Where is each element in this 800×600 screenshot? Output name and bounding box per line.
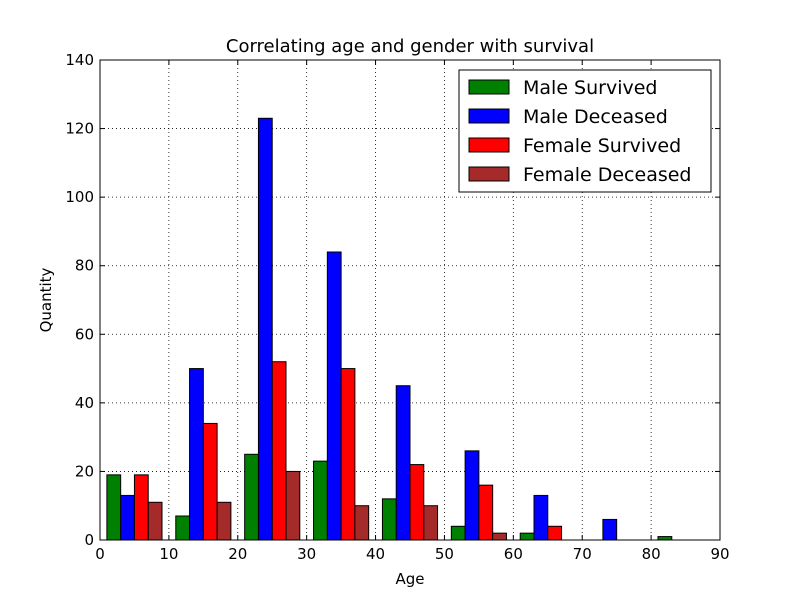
legend-label: Male Deceased (523, 106, 668, 128)
bar-male-survived (450, 525, 466, 541)
x-axis-label: Age (395, 570, 424, 588)
y-tick-label: 40 (75, 394, 94, 412)
y-tick-label: 0 (84, 531, 94, 549)
y-axis-label: Quantity (37, 267, 55, 332)
bar-male-deceased (395, 385, 411, 541)
bar-male-deceased (257, 117, 273, 541)
x-tick-label: 90 (710, 545, 729, 563)
x-tick-label: 10 (159, 545, 178, 563)
legend-swatch (468, 166, 510, 182)
y-tick-label: 60 (75, 325, 94, 343)
x-tick-label: 20 (228, 545, 247, 563)
bars (106, 117, 673, 541)
bar-male-deceased (326, 251, 342, 541)
x-tick-label: 0 (95, 545, 105, 563)
bar-female-survived (271, 361, 287, 541)
bar-male-survived (657, 536, 673, 541)
legend-label: Male Survived (523, 77, 657, 99)
legend-label: Female Deceased (523, 164, 692, 186)
bar-male-deceased (464, 450, 480, 541)
bar-male-survived (244, 453, 259, 541)
bar-female-survived (409, 464, 425, 541)
bar-female-deceased (354, 505, 370, 541)
bar-male-survived (106, 474, 122, 541)
legend-swatch (468, 108, 510, 124)
legend: Male Survived Male Deceased Female Survive… (458, 69, 712, 193)
bar-female-survived (133, 474, 149, 541)
chart-title: Correlating age and gender with survival (226, 36, 594, 57)
plot-frame (99, 59, 721, 541)
x-tick-label: 80 (642, 545, 661, 563)
bar-female-deceased (423, 505, 439, 541)
bar-male-deceased (602, 518, 618, 541)
bar-female-survived (478, 484, 494, 541)
bar-female-deceased (216, 501, 232, 541)
legend-label: Female Survived (523, 135, 681, 157)
y-tick-label: 80 (75, 257, 94, 275)
bar-female-deceased (492, 532, 507, 541)
x-tick-label: 70 (573, 545, 592, 563)
bar-male-survived (175, 515, 191, 541)
bar-female-deceased (147, 501, 163, 541)
y-tick-label: 100 (65, 188, 94, 206)
legend-swatch (468, 79, 510, 95)
bar-female-survived (340, 368, 356, 541)
bar-male-deceased (189, 368, 204, 541)
x-tick-label: 30 (297, 545, 316, 563)
x-tick-label: 40 (366, 545, 385, 563)
y-tick-label: 140 (65, 51, 94, 69)
bar-female-deceased (285, 470, 301, 541)
bar-male-survived (313, 460, 328, 541)
y-tick-label: 20 (75, 462, 94, 480)
bar-male-survived (519, 532, 535, 541)
bar-male-deceased (120, 494, 135, 541)
axis-ticks: 0 10 20 30 40 50 60 70 80 90 0 20 40 60 80 100 120 140 (65, 51, 729, 563)
bar-male-survived (381, 498, 397, 541)
bar-female-survived (202, 422, 218, 541)
x-tick-label: 60 (504, 545, 523, 563)
x-tick-label: 50 (435, 545, 454, 563)
bar-male-deceased (533, 494, 549, 541)
y-tick-label: 120 (65, 120, 94, 138)
legend-swatch (468, 137, 510, 153)
bar-female-survived (547, 525, 563, 541)
